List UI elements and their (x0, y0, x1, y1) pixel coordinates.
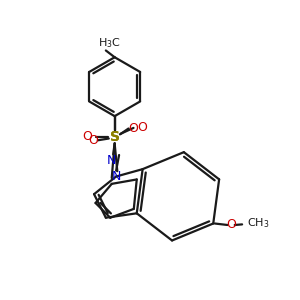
Text: O: O (226, 218, 236, 232)
Text: O: O (83, 130, 93, 143)
Text: O: O (137, 122, 147, 134)
Text: N: N (107, 154, 116, 167)
Text: H$_3$C: H$_3$C (98, 36, 122, 50)
Text: S: S (110, 130, 120, 144)
Text: O: O (88, 134, 98, 147)
Text: CH$_3$: CH$_3$ (247, 217, 270, 230)
Text: O: O (128, 122, 138, 135)
Text: N: N (112, 170, 121, 183)
Text: S: S (110, 130, 120, 144)
